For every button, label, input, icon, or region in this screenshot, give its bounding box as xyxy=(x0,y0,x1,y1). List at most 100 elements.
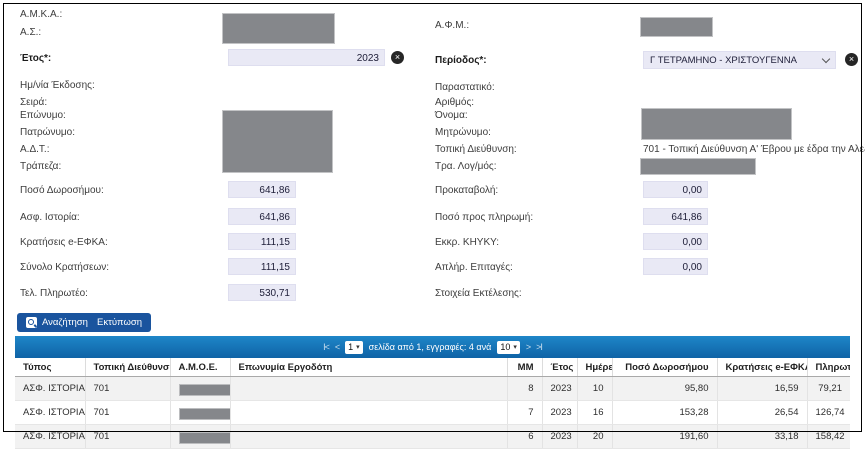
asf-istoria-field: 641,86 xyxy=(228,208,296,225)
clear-icon: × xyxy=(848,54,855,64)
redacted-afm-value xyxy=(640,17,713,37)
redacted-bank-account-value xyxy=(640,158,756,175)
table-row[interactable]: ΑΣΦ. ΙΣΤΟΡΙΑ 701 6 2023 20 191,60 33,18 … xyxy=(15,424,850,449)
cell-topiki: 701 xyxy=(84,376,170,401)
label-parastatiko: Παραστατικό: xyxy=(435,82,495,93)
paginator-label: σελίδα από 1, εγγραφές: 4 ανά xyxy=(368,342,492,352)
cell-typos: ΑΣΦ. ΙΣΤΟΡΙΑ xyxy=(15,376,85,401)
poso-dorosimou-field: 641,86 xyxy=(228,181,296,198)
cell-poso: 153,28 xyxy=(611,400,717,425)
col-header-kratiseis[interactable]: Κρατήσεις e-ΕΦΚΑ xyxy=(716,358,807,377)
label-periodos: Περίοδος*: xyxy=(435,55,487,66)
last-page-icon[interactable]: >Ι xyxy=(536,342,543,352)
clear-icon: × xyxy=(394,52,401,62)
label-as: Α.Σ.: xyxy=(20,27,42,38)
redacted-employer-info xyxy=(178,408,230,420)
redacted-personal-info-left xyxy=(222,110,333,173)
dorosimo-payment-screen: Α.Μ.Κ.Α.: Α.Σ.: Έτος*: Ημ/νία Έκδοσης: Σ… xyxy=(0,0,865,435)
cell-amoe xyxy=(169,376,230,401)
periodos-select[interactable]: Γ ΤΕΤΡΑΜΗΝΟ - ΧΡΙΣΤΟΥΓΕΝΝΑ xyxy=(643,51,836,69)
clear-etos-button[interactable]: × xyxy=(391,51,404,64)
cell-mm: 8 xyxy=(506,376,542,401)
label-synolo-kratiseon: Σύνολο Κρατήσεων: xyxy=(20,262,110,273)
cell-kratiseis: 33,18 xyxy=(716,424,807,449)
rows-per-page-value: 10 xyxy=(500,342,511,352)
label-prokataboli: Προκαταβολή: xyxy=(435,185,499,196)
label-aplir-epitages: Απλήρ. Επιταγές: xyxy=(435,262,513,273)
label-eponymo: Επώνυμο: xyxy=(20,110,66,121)
label-topiki-diefthynsi: Τοπική Διεύθυνση: xyxy=(435,144,517,155)
cell-pliroteo: 79,21 xyxy=(806,376,850,401)
prev-page-icon[interactable]: < xyxy=(334,342,340,352)
cell-topiki: 701 xyxy=(84,424,170,449)
label-imnia-ekdosis: Ημ/νία Έκδοσης: xyxy=(20,80,95,91)
etos-input[interactable]: 2023 xyxy=(228,49,385,66)
label-adt: Α.Δ.Τ.: xyxy=(20,144,50,155)
cell-kratiseis: 26,54 xyxy=(716,400,807,425)
select-arrow-icon: ▾ xyxy=(513,344,517,351)
table-row[interactable]: ΑΣΦ. ΙΣΤΟΡΙΑ 701 7 2023 16 153,28 26,54 … xyxy=(15,400,850,425)
paginator: Ι< < 1 ▾ σελίδα από 1, εγγραφές: 4 ανά 1… xyxy=(15,336,850,358)
cell-topiki: 701 xyxy=(84,400,170,425)
synolo-kratiseon-field: 111,15 xyxy=(228,258,296,275)
cell-pliroteo: 126,74 xyxy=(806,400,850,425)
cell-pliroteo: 158,42 xyxy=(806,424,850,449)
prokataboli-field: 0,00 xyxy=(643,181,708,198)
periodos-selected-value: Γ ΤΕΤΡΑΜΗΝΟ - ΧΡΙΣΤΟΥΓΕΝΝΑ xyxy=(650,54,797,66)
chevron-down-icon xyxy=(821,54,831,64)
clear-periodos-button[interactable]: × xyxy=(845,53,858,66)
redacted-personal-info-right xyxy=(641,108,792,140)
print-button[interactable]: Εκτύπωση xyxy=(88,313,152,332)
cell-imeres: 10 xyxy=(576,376,612,401)
label-afm: Α.Φ.Μ.: xyxy=(435,20,470,31)
print-button-label: Εκτύπωση xyxy=(97,317,143,328)
label-mitronymo: Μητρώνυμο: xyxy=(435,127,491,138)
first-page-icon[interactable]: Ι< xyxy=(323,342,330,352)
label-asf-istoria: Ασφ. Ιστορία: xyxy=(20,212,80,223)
cell-kratiseis: 16,59 xyxy=(716,376,807,401)
cell-mm: 6 xyxy=(506,424,542,449)
label-trapeza: Τράπεζα: xyxy=(20,161,62,172)
label-onoma: Όνομα: xyxy=(435,110,468,121)
col-header-etos[interactable]: Έτος xyxy=(541,358,577,377)
table-row[interactable]: ΑΣΦ. ΙΣΤΟΡΙΑ 701 8 2023 10 95,80 16,59 7… xyxy=(15,376,850,401)
cell-imeres: 16 xyxy=(576,400,612,425)
col-header-imeres[interactable]: Ημέρες xyxy=(576,358,612,377)
cell-etos: 2023 xyxy=(541,400,577,425)
select-arrow-icon: ▾ xyxy=(356,344,360,351)
label-poso-dorosimou: Ποσό Δωροσήμου: xyxy=(20,185,104,196)
label-tra-logmos: Τρα. Λογ/μός: xyxy=(435,161,497,172)
label-amka: Α.Μ.Κ.Α.: xyxy=(20,9,63,20)
ekkr-khyky-field: 0,00 xyxy=(643,233,708,250)
label-poso-pros-pliromi: Ποσό προς πληρωμή: xyxy=(435,212,534,223)
label-ekkr-khyky: Εκκρ. ΚΗΥΚΥ: xyxy=(435,237,500,248)
label-arithmos: Αριθμός: xyxy=(435,97,475,108)
search-button[interactable]: Αναζήτηση xyxy=(17,313,97,332)
col-header-eponymia[interactable]: Επωνυμία Εργοδότη xyxy=(229,358,507,377)
rows-per-page-select[interactable]: 10 ▾ xyxy=(497,340,520,354)
cell-amoe xyxy=(169,400,230,425)
col-header-mm[interactable]: ΜΜ xyxy=(506,358,542,377)
cell-mm: 7 xyxy=(506,400,542,425)
cell-amoe xyxy=(169,424,230,449)
next-page-icon[interactable]: > xyxy=(525,342,531,352)
page-number-value: 1 xyxy=(348,342,354,352)
col-header-typos[interactable]: Τύπος xyxy=(15,358,85,377)
cell-poso: 191,60 xyxy=(611,424,717,449)
cell-imeres: 20 xyxy=(576,424,612,449)
label-patronymo: Πατρώνυμο: xyxy=(20,127,76,138)
page-number-select[interactable]: 1 ▾ xyxy=(345,340,363,354)
cell-poso: 95,80 xyxy=(611,376,717,401)
col-header-topiki[interactable]: Τοπική Διεύθυνση xyxy=(84,358,170,377)
cell-etos: 2023 xyxy=(541,376,577,401)
col-header-amoe[interactable]: Α.Μ.Ο.Ε. xyxy=(169,358,230,377)
label-tel-pliroteo: Τελ. Πληρωτέο: xyxy=(20,288,88,299)
col-header-pliroteo[interactable]: Πληρωτέο xyxy=(806,358,850,377)
redacted-amka-as-value xyxy=(222,13,335,44)
search-button-label: Αναζήτηση xyxy=(42,317,88,328)
cell-etos: 2023 xyxy=(541,424,577,449)
col-header-poso[interactable]: Ποσό Δωροσήμου xyxy=(611,358,717,377)
poso-pros-pliromi-field: 641,86 xyxy=(643,208,708,225)
cell-eponymia xyxy=(229,400,507,425)
label-seira: Σειρά: xyxy=(20,97,48,108)
